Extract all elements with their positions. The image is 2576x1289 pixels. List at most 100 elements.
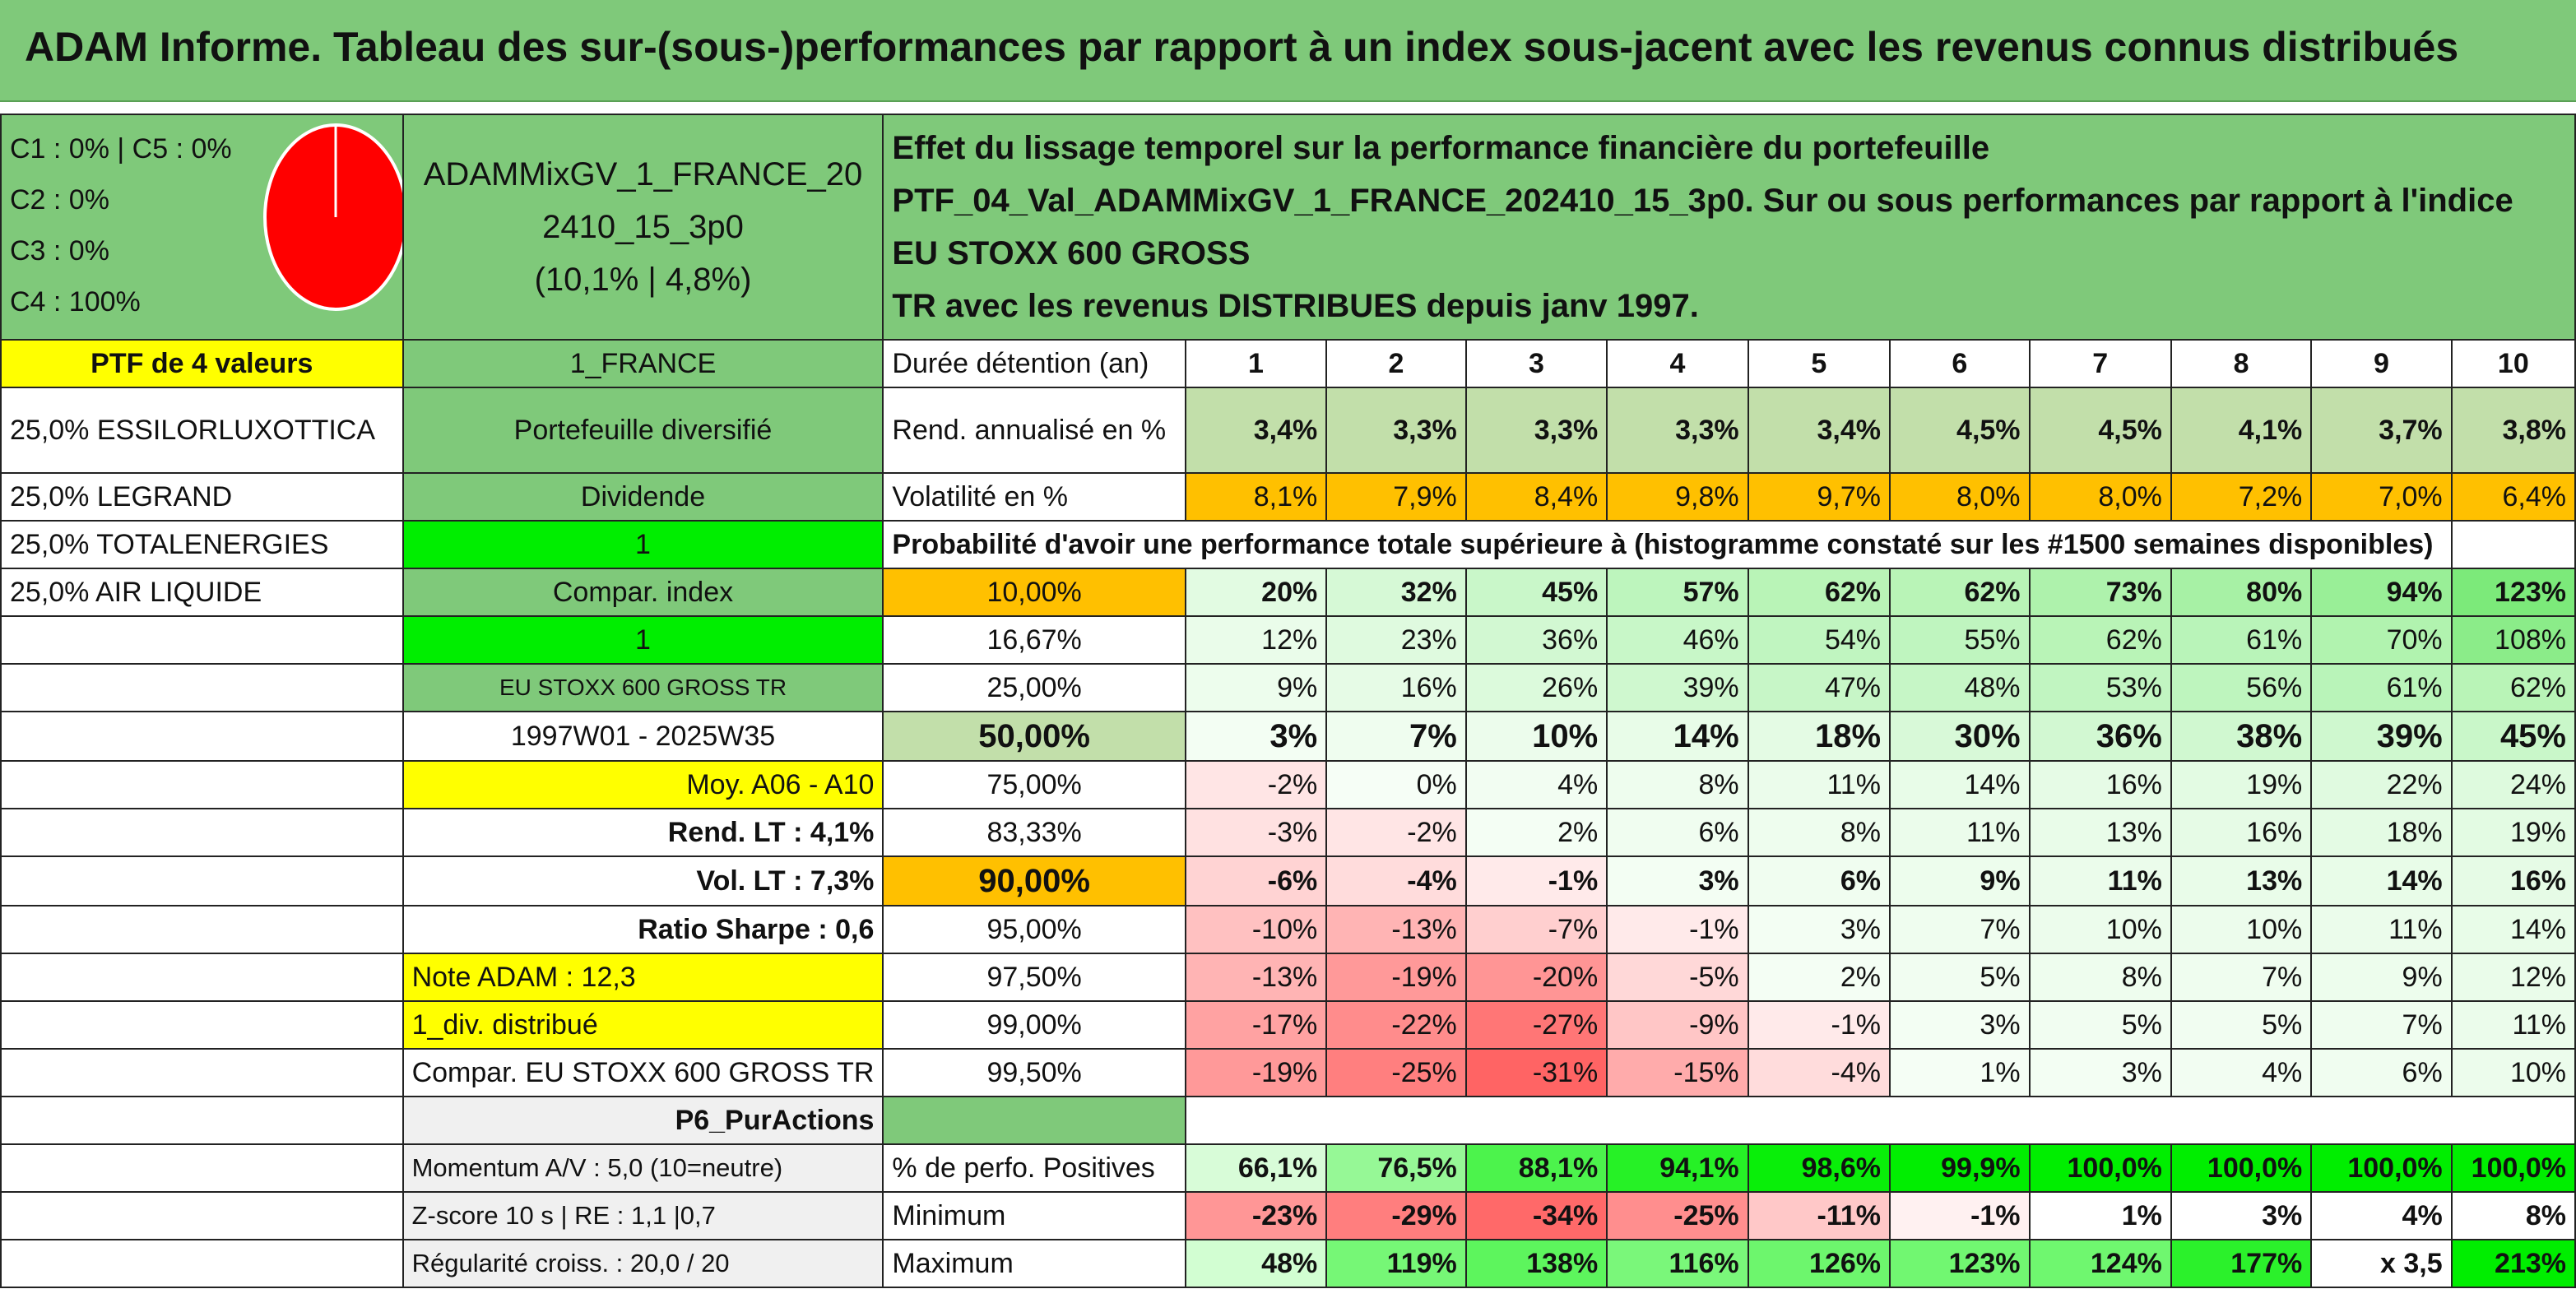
empty-cell: [0, 1000, 404, 1050]
quantile-value: 57%: [1606, 568, 1749, 617]
min-value: -29%: [1325, 1191, 1467, 1240]
title-banner: ADAM Informe. Tableau des sur-(sous-)per…: [0, 0, 2576, 102]
quantile-value: 7%: [2310, 1000, 2453, 1050]
empty-cell: [0, 615, 404, 665]
quantile-row: Moy. A06 - A10 75,00% -2% 0% 4% 8% 11% 14% 16%…: [0, 760, 2576, 809]
pos-value: 100,0%: [2028, 1143, 2172, 1193]
min-value: -34%: [1464, 1191, 1608, 1240]
min-value: 1%: [2028, 1191, 2172, 1240]
empty-cell: [0, 855, 404, 906]
quantile-label: 16,67%: [882, 615, 1186, 665]
quantile-value: -31%: [1464, 1048, 1608, 1097]
quantile-value: 48%: [1889, 663, 2031, 712]
quantile-value: 123%: [2450, 568, 2576, 617]
quantile-value: 70%: [2310, 615, 2453, 665]
quantile-value: 10%: [2170, 905, 2313, 954]
quantile-value: 3%: [1889, 1000, 2031, 1050]
stat-row-min: Z-score 10 s | RE : 1,1 |0,7 Minimum -23…: [0, 1191, 2576, 1240]
quantile-value: 11%: [1889, 808, 2031, 857]
quantile-value: 13%: [2028, 808, 2172, 857]
quantile-value: 62%: [2450, 663, 2576, 712]
quantile-value: 9%: [1184, 663, 1328, 712]
quantile-value: -2%: [1325, 808, 1467, 857]
quantile-value: 9%: [1889, 855, 2031, 906]
holding-1: 25,0% ESSILORLUXOTTICA: [0, 387, 404, 474]
rend-lt-label: Rend. LT : 4,1%: [401, 808, 884, 857]
pos-value: 66,1%: [1184, 1143, 1328, 1193]
vol-value: 8,4%: [1464, 472, 1608, 522]
max-value: 123%: [1889, 1239, 2031, 1288]
quantile-value: -1%: [1747, 1000, 1891, 1050]
year-header: 2: [1325, 339, 1467, 388]
quantile-label: 25,00%: [882, 663, 1186, 712]
max-value: 116%: [1606, 1239, 1749, 1288]
quantile-value: 14%: [1606, 711, 1749, 762]
pos-value: 99,9%: [1889, 1143, 2031, 1193]
quantile-label: 97,50%: [882, 953, 1186, 1002]
quantile-row: 1_div. distribué 99,00% -17% -22% -27% -9% -…: [0, 1000, 2576, 1050]
stat-row-pos: Momentum A/V : 5,0 (10=neutre) % de perf…: [0, 1143, 2576, 1193]
rend-value: 3,4%: [1184, 387, 1328, 474]
quantile-value: -3%: [1184, 808, 1328, 857]
max-value: 119%: [1325, 1239, 1467, 1288]
empty-cell: [0, 711, 404, 762]
min-value: 4%: [2310, 1191, 2453, 1240]
quantile-value: 6%: [1606, 808, 1749, 857]
min-value: -23%: [1184, 1191, 1328, 1240]
index-name: EU STOXX 600 GROSS TR: [401, 663, 884, 712]
strategy-marker: [882, 1096, 1186, 1145]
class-line-3: C3 : 0%: [10, 235, 109, 267]
quantile-value: 7%: [2170, 953, 2313, 1002]
quantile-row: Vol. LT : 7,3% 90,00% -6% -4% -1% 3% 6% 9% 11%…: [0, 855, 2576, 906]
quantile-value: 14%: [1889, 760, 2031, 809]
quantile-value: 24%: [2450, 760, 2576, 809]
quantile-value: 26%: [1464, 663, 1608, 712]
vol-value: 9,8%: [1606, 472, 1749, 522]
quantile-value: 5%: [2170, 1000, 2313, 1050]
quantile-value: 8%: [1606, 760, 1749, 809]
quantile-value: 62%: [1889, 568, 2031, 617]
class-line-2: C2 : 0%: [10, 184, 109, 216]
country-label: 1_FRANCE: [401, 339, 884, 388]
quantile-row: EU STOXX 600 GROSS TR 25,00% 9% 16% 26% 39%…: [0, 663, 2576, 712]
max-label: Maximum: [882, 1239, 1186, 1288]
description-line-1: Effet du lissage temporel sur la perform…: [892, 130, 1990, 166]
quantile-value: 8%: [2028, 953, 2172, 1002]
empty-cell: [0, 1239, 404, 1288]
quantile-value: -10%: [1184, 905, 1328, 954]
quantile-value: 0%: [1325, 760, 1467, 809]
quantile-value: 3%: [2028, 1048, 2172, 1097]
year-header: 3: [1464, 339, 1608, 388]
quantile-value: 39%: [1606, 663, 1749, 712]
quantile-row: 1 16,67% 12% 23% 36% 46% 54% 55% 62% 61% 70% 108%: [0, 615, 2576, 665]
quantile-row: 1997W01 - 2025W35 50,00% 3% 7% 10% 14% 18% 30…: [0, 711, 2576, 762]
vol-lt-label: Vol. LT : 7,3%: [401, 855, 884, 906]
empty-cell: [0, 760, 404, 809]
quantile-value: 80%: [2170, 568, 2313, 617]
quantile-value: 36%: [2028, 711, 2172, 762]
quantile-value: 61%: [2310, 663, 2453, 712]
quantile-label: 99,00%: [882, 1000, 1186, 1050]
quantile-row: Compar. EU STOXX 600 GROSS TR 99,50% -19…: [0, 1048, 2576, 1097]
quantile-value: 2%: [1747, 953, 1891, 1002]
regularite-label: Régularité croiss. : 20,0 / 20: [401, 1239, 884, 1288]
compar-full-label: Compar. EU STOXX 600 GROSS TR: [401, 1048, 884, 1097]
quantile-value: 19%: [2170, 760, 2313, 809]
quantile-value: -7%: [1464, 905, 1608, 954]
pos-value: 94,1%: [1606, 1143, 1749, 1193]
average-label: Moy. A06 - A10: [401, 760, 884, 809]
class-line-4: C4 : 100%: [10, 286, 141, 318]
quantile-row: Rend. LT : 4,1% 83,33% -3% -2% 2% 6% 8% 11% 13…: [0, 808, 2576, 857]
rend-value: 4,1%: [2170, 387, 2313, 474]
description-line-3: TR avec les revenus DISTRIBUES depuis ja…: [892, 288, 1699, 324]
quantile-value: 11%: [2450, 1000, 2576, 1050]
quantile-value: 61%: [2170, 615, 2313, 665]
quantile-value: -4%: [1747, 1048, 1891, 1097]
rend-value: 3,3%: [1606, 387, 1749, 474]
class-line-1: C1 : 0% | C5 : 0%: [10, 133, 232, 165]
vol-value: 7,9%: [1325, 472, 1467, 522]
year-header: 8: [2170, 339, 2313, 388]
report-title: ADAM Informe. Tableau des sur-(sous-)per…: [25, 24, 2459, 70]
min-label: Minimum: [882, 1191, 1186, 1240]
sharpe-label: Ratio Sharpe : 0,6: [401, 905, 884, 954]
